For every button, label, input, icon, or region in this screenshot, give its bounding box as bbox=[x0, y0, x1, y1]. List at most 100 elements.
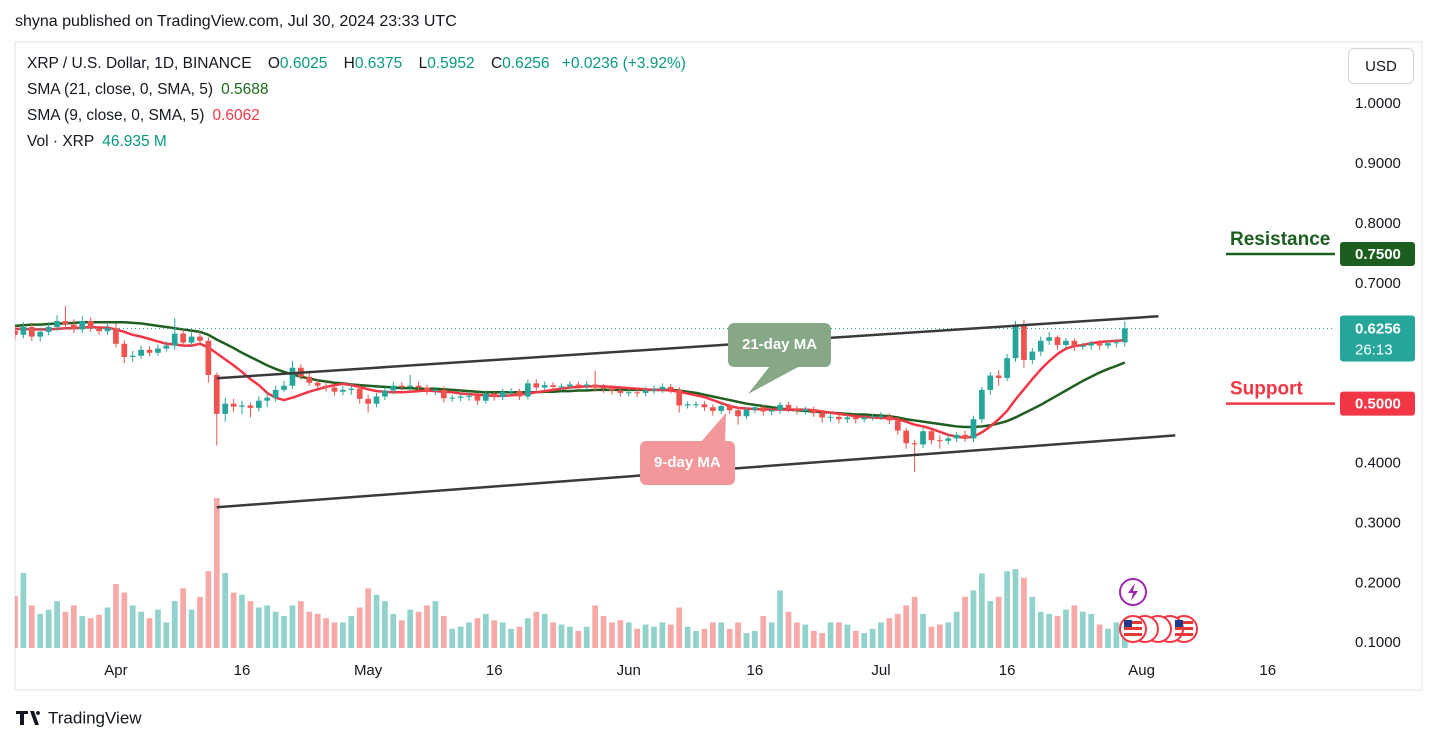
candle-body bbox=[550, 385, 556, 387]
x-tick-label: Apr bbox=[104, 662, 127, 679]
candle-body bbox=[289, 367, 296, 386]
candle-body bbox=[684, 404, 691, 406]
candle-body bbox=[709, 407, 716, 411]
volume-bar bbox=[314, 613, 321, 648]
candle-body bbox=[79, 321, 86, 330]
volume-bar bbox=[979, 573, 985, 648]
last-price-tag bbox=[1340, 315, 1415, 362]
sma-name: SMA (21, close, 0, SMA, 5) bbox=[27, 81, 214, 98]
volume-bar bbox=[264, 605, 271, 648]
ohlc-value: 0.6375 bbox=[354, 55, 403, 72]
volume-name: Vol · XRP bbox=[27, 133, 95, 150]
volume-bar bbox=[667, 624, 674, 648]
candle-body bbox=[1096, 343, 1103, 346]
volume-pane bbox=[15, 498, 1128, 648]
candle-body bbox=[936, 440, 943, 442]
symbol-row: XRP / U.S. Dollar, 1D, BINANCE O0.6025 H… bbox=[27, 51, 686, 77]
volume-bar bbox=[449, 628, 456, 648]
volume-bar bbox=[508, 628, 514, 648]
candle-body bbox=[852, 417, 859, 420]
callout-tail bbox=[700, 413, 726, 443]
countdown: 26:13 bbox=[1355, 341, 1393, 358]
level-name: Support bbox=[1230, 379, 1303, 400]
volume-bar bbox=[1071, 605, 1078, 648]
volume-bar bbox=[205, 571, 212, 648]
volume-bar bbox=[482, 613, 489, 648]
candle-body bbox=[398, 385, 405, 387]
volume-bar bbox=[709, 622, 716, 648]
candle-body bbox=[499, 391, 506, 398]
candle-body bbox=[20, 327, 27, 335]
x-tick-label: 16 bbox=[1259, 662, 1276, 679]
candle-body bbox=[340, 389, 346, 392]
event-icon-bolt bbox=[1128, 583, 1138, 601]
x-tick-label: May bbox=[354, 662, 383, 679]
candle-body bbox=[205, 340, 212, 375]
volume-bar bbox=[575, 630, 582, 648]
candle-body bbox=[953, 434, 960, 439]
volume-bar bbox=[600, 616, 607, 648]
candle-body bbox=[213, 374, 220, 414]
overlay: 0.10000.20000.30000.40000.50000.60000.70… bbox=[104, 95, 1415, 679]
volume-bar bbox=[558, 624, 565, 648]
volume-bar bbox=[768, 622, 775, 648]
x-tick-label: 16 bbox=[234, 662, 251, 679]
candle-body bbox=[600, 387, 607, 389]
volume-bar bbox=[819, 633, 825, 648]
volume-bar bbox=[1021, 577, 1027, 648]
callout-tail bbox=[748, 366, 800, 394]
ohlc-label: H bbox=[343, 55, 355, 72]
candle-body bbox=[995, 375, 1002, 378]
volume-bar bbox=[760, 616, 767, 648]
volume-bar bbox=[424, 605, 430, 648]
y-tick-label: 0.3000 bbox=[1355, 514, 1401, 531]
candle-body bbox=[382, 390, 388, 397]
candle-body bbox=[928, 431, 935, 441]
candle-body bbox=[440, 389, 447, 399]
level-name: Resistance bbox=[1230, 229, 1330, 250]
volume-bar bbox=[340, 622, 346, 648]
candle-body bbox=[592, 384, 598, 388]
volume-bar bbox=[701, 628, 708, 648]
candle-body bbox=[348, 388, 355, 390]
volume-bar bbox=[432, 601, 439, 648]
symbol-title: XRP / U.S. Dollar, 1D, BINANCE bbox=[27, 55, 252, 72]
level-tag bbox=[1340, 391, 1415, 416]
candle-body bbox=[45, 327, 52, 332]
volume-bar bbox=[726, 628, 733, 648]
candle-body bbox=[15, 330, 18, 335]
volume-bar bbox=[1029, 596, 1036, 648]
currency-button[interactable]: USD bbox=[1348, 48, 1414, 84]
sma-name: SMA (9, close, 0, SMA, 5) bbox=[27, 107, 205, 124]
candle-body bbox=[87, 321, 94, 329]
volume-bar bbox=[583, 626, 590, 648]
sma-value: 0.5688 bbox=[221, 81, 269, 98]
volume-bar bbox=[188, 609, 195, 648]
volume-bar bbox=[1063, 609, 1069, 648]
candle-body bbox=[516, 391, 523, 397]
volume-bar bbox=[171, 601, 178, 648]
volume-bar bbox=[15, 596, 18, 648]
candle-body bbox=[970, 419, 977, 439]
candle-body bbox=[911, 443, 918, 445]
candle-body bbox=[129, 355, 136, 357]
candle-body bbox=[28, 327, 35, 337]
volume-bar bbox=[298, 601, 304, 648]
volume-bar bbox=[911, 596, 918, 648]
candle-body bbox=[482, 393, 489, 401]
candle-body bbox=[676, 389, 683, 406]
candle-body bbox=[70, 324, 77, 330]
candle-body bbox=[373, 396, 380, 404]
candle-body bbox=[365, 398, 371, 404]
candle-body bbox=[356, 388, 363, 399]
candle-body bbox=[96, 328, 102, 332]
candle-body bbox=[836, 416, 842, 420]
annotation-21-day: 21-day MA bbox=[728, 323, 832, 367]
volume-bar bbox=[306, 611, 313, 648]
candle-body bbox=[415, 385, 422, 388]
candle-body bbox=[827, 416, 834, 418]
candle-body bbox=[945, 438, 952, 441]
candle-body bbox=[903, 430, 910, 444]
candle-body bbox=[541, 385, 548, 388]
